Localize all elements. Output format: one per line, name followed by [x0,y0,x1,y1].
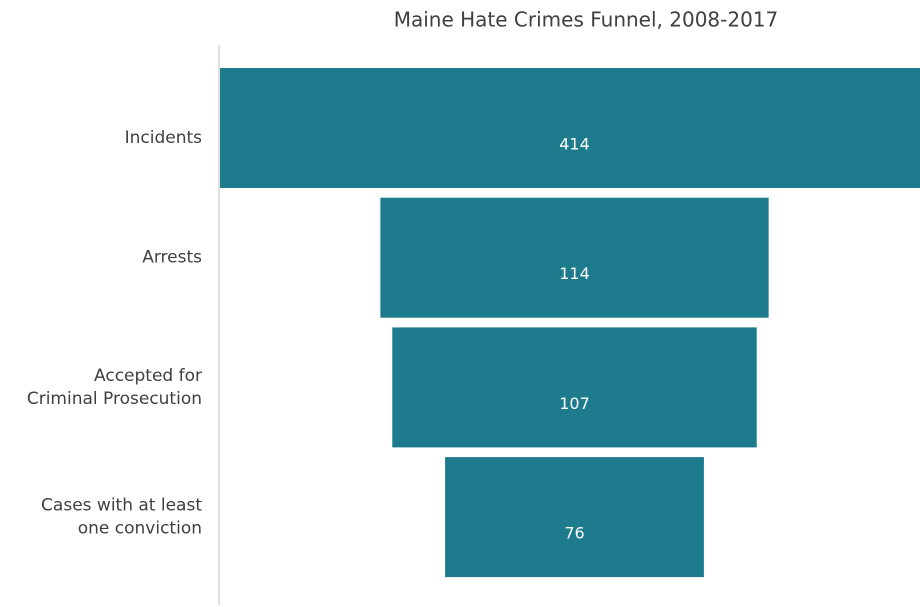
category-label: Arrests [142,248,202,268]
funnel-bar [445,457,704,578]
value-label: 107 [559,394,590,413]
category-label: Accepted for Criminal Prosecution [27,366,202,409]
funnel-bar [392,327,757,448]
value-label: 414 [559,135,590,154]
funnel-bar [380,197,769,318]
category-label: Cases with at least one conviction [41,496,202,539]
category-label: Incidents [125,128,203,148]
value-label: 76 [564,524,584,543]
value-label: 114 [559,264,590,283]
chart-title: Maine Hate Crimes Funnel, 2008-2017 [394,8,779,32]
funnel-bar [220,68,920,188]
